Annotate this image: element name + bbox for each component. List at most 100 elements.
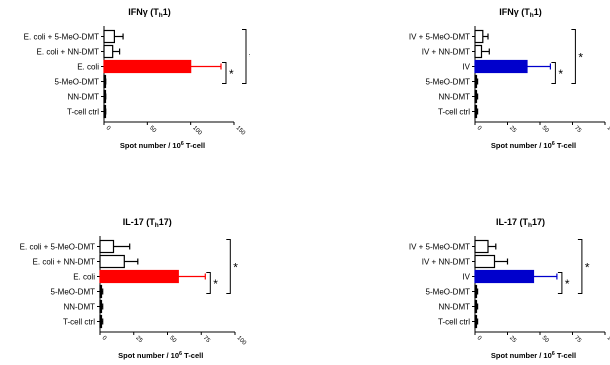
- x-axis-label: Spot number / 106 T-cell: [491, 141, 576, 150]
- bar: [99, 284, 103, 299]
- category-label: NN-DMT: [63, 303, 95, 312]
- category-label: IV + NN-DMT: [422, 48, 470, 57]
- bar: [99, 299, 103, 314]
- bar: [103, 29, 115, 44]
- bar: [474, 104, 478, 119]
- bar: [474, 284, 478, 299]
- significance-bracket: [551, 62, 556, 84]
- chart-title-end: 17): [532, 217, 545, 227]
- chart-panel-il17-ecoli: IL-17 (Th17) E. coli + 5-MeO-DMT E. coli +…: [0, 210, 250, 365]
- x-tick-label: 50: [541, 125, 550, 134]
- x-axis-label-end: T-cell: [555, 351, 576, 360]
- chart-svg: IFNγ (Th1) E. coli + 5-MeO-DMT E. coli + N…: [24, 7, 254, 150]
- chart-title-main: IFNγ (T: [128, 7, 159, 17]
- x-axis-label-end: T-cell: [184, 141, 205, 150]
- x-tick-label: 150: [235, 125, 247, 137]
- chart-title-main: IL-17 (T: [123, 217, 156, 227]
- category-label: IV: [462, 273, 470, 282]
- x-axis-label-end: T-cell: [182, 351, 203, 360]
- category-label: 5-MeO-DMT: [426, 288, 471, 297]
- significance-star-outer: *: [585, 261, 590, 275]
- chart-title: IFNγ (Th1): [128, 7, 171, 19]
- category-label: 5-MeO-DMT: [51, 288, 96, 297]
- x-tick-label: 100: [606, 335, 610, 347]
- bar: [99, 314, 103, 329]
- chart-title-main: IL-17 (T: [496, 217, 529, 227]
- significance-star: *: [229, 67, 234, 81]
- bar: [99, 254, 125, 269]
- bar: [474, 269, 535, 284]
- x-tick-label: 0: [105, 125, 112, 132]
- chart-title-main: IFNγ (T: [499, 7, 530, 17]
- significance-bracket: [206, 272, 211, 294]
- significance-star: *: [558, 67, 563, 81]
- bar: [474, 254, 496, 269]
- x-tick-label: 0: [101, 335, 108, 342]
- x-axis-label: Spot number / 106 T-cell: [120, 141, 205, 150]
- bar: [99, 239, 115, 254]
- x-tick-label: 50: [148, 125, 157, 134]
- x-tick-label: 50: [168, 335, 177, 344]
- chart-title: IFNγ (Th1): [499, 7, 542, 19]
- significance-bracket-outer: [577, 239, 583, 294]
- significance-bracket-outer: [242, 29, 247, 84]
- category-label: T-cell ctrl: [438, 108, 470, 117]
- category-label: IV + NN-DMT: [422, 258, 470, 267]
- x-axis-label-main: Spot number / 10: [491, 351, 552, 360]
- x-tick-label: 25: [134, 335, 143, 344]
- significance-bracket: [557, 272, 563, 294]
- chart-title-end: 17): [159, 217, 172, 227]
- chart-title: IL-17 (Th17): [496, 217, 545, 229]
- category-label: 5-MeO-DMT: [55, 78, 100, 87]
- category-label: 5-MeO-DMT: [426, 78, 471, 87]
- x-axis-label-superscript: 6: [552, 351, 555, 357]
- chart-title-subscript: h: [159, 12, 163, 19]
- bar: [474, 239, 489, 254]
- x-axis-label-superscript: 6: [179, 351, 182, 357]
- chart-title-end: 1): [163, 7, 171, 17]
- x-tick-label: 100: [236, 335, 248, 347]
- x-axis-label-main: Spot number / 10: [118, 351, 179, 360]
- chart-panel-il17-iv: IL-17 (Th17) IV + 5-MeO-DMT IV + NN-DMT IV 5…: [360, 210, 610, 365]
- x-axis-label-main: Spot number / 10: [120, 141, 181, 150]
- significance-bracket-outer: [226, 239, 231, 294]
- bar: [103, 44, 114, 59]
- category-label: IV + 5-MeO-DMT: [409, 33, 470, 42]
- significance-star-outer: *: [578, 51, 583, 65]
- bar: [474, 59, 528, 74]
- x-tick-label: 75: [573, 125, 582, 134]
- x-tick-label: 25: [508, 335, 517, 344]
- category-label: IV: [462, 63, 470, 72]
- x-tick-label: 75: [202, 335, 211, 344]
- significance-bracket-outer: [571, 29, 576, 84]
- x-tick-label: 100: [191, 125, 203, 137]
- x-axis-label-superscript: 6: [552, 141, 555, 147]
- category-label: NN-DMT: [438, 303, 470, 312]
- chart-panel-ifng-iv: IFNγ (Th1) IV + 5-MeO-DMT IV + NN-DMT IV 5-M…: [360, 0, 610, 155]
- category-label: E. coli: [73, 273, 95, 282]
- x-axis-label-superscript: 6: [181, 141, 184, 147]
- chart-svg: IFNγ (Th1) IV + 5-MeO-DMT IV + NN-DMT IV 5-M…: [409, 7, 610, 150]
- x-tick-label: 0: [476, 125, 483, 132]
- category-label: E. coli + NN-DMT: [33, 258, 96, 267]
- category-label: NN-DMT: [67, 93, 99, 102]
- category-label: T-cell ctrl: [67, 108, 99, 117]
- category-label: IV + 5-MeO-DMT: [409, 243, 470, 252]
- bar: [474, 44, 483, 59]
- category-label: T-cell ctrl: [438, 318, 470, 327]
- x-axis-label-main: Spot number / 10: [491, 141, 552, 150]
- chart-title-subscript: h: [530, 12, 534, 19]
- bar: [103, 59, 192, 74]
- bar: [474, 299, 478, 314]
- bar: [474, 74, 478, 89]
- bar: [99, 269, 179, 284]
- category-label: E. coli + 5-MeO-DMT: [24, 33, 99, 42]
- x-tick-label: 0: [476, 335, 483, 342]
- category-label: NN-DMT: [438, 93, 470, 102]
- x-tick-label: 50: [541, 335, 550, 344]
- category-label: E. coli + NN-DMT: [37, 48, 100, 57]
- bar: [474, 29, 484, 44]
- chart-panel-ifng-ecoli: IFNγ (Th1) E. coli + 5-MeO-DMT E. coli + N…: [0, 0, 254, 155]
- category-label: E. coli + 5-MeO-DMT: [20, 243, 95, 252]
- chart-svg: IL-17 (Th17) E. coli + 5-MeO-DMT E. coli +…: [20, 217, 248, 360]
